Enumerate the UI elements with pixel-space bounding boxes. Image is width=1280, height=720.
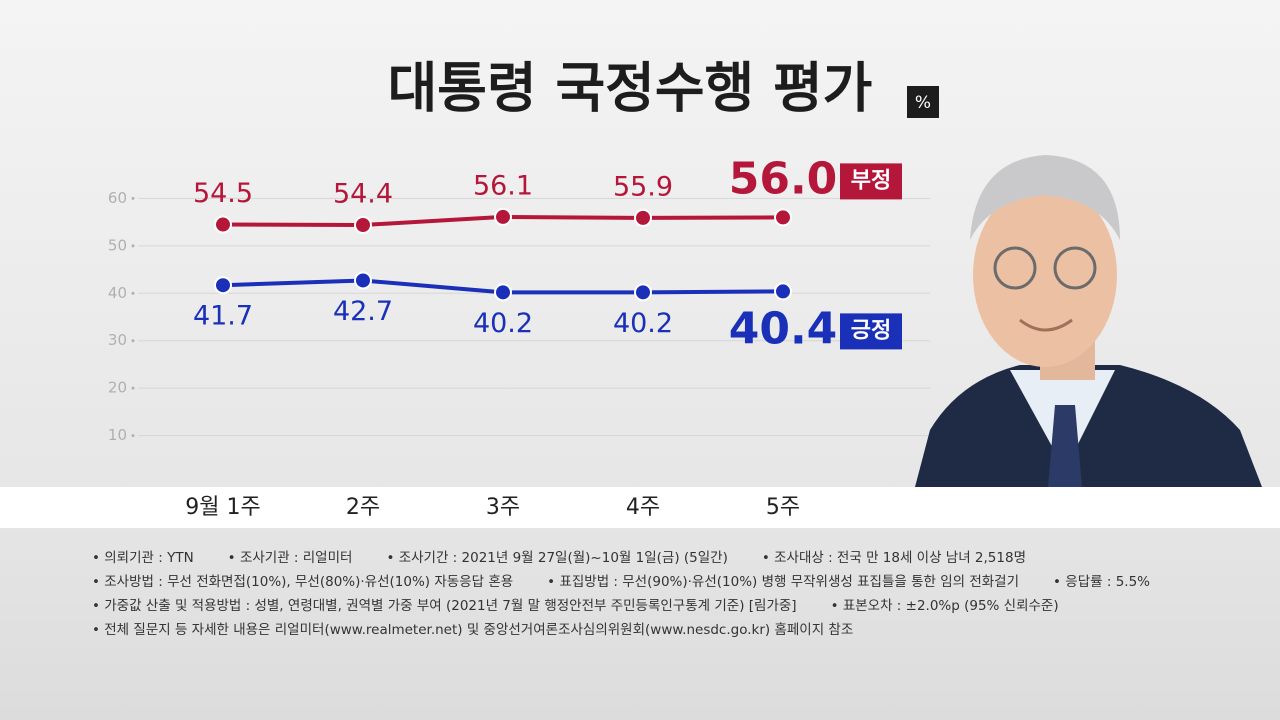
value-label: 56.0: [729, 153, 838, 204]
portrait: [915, 155, 1262, 487]
tick-mark: [131, 386, 135, 390]
tick-mark: [131, 339, 135, 343]
value-label: 40.2: [473, 308, 533, 339]
point: [354, 271, 372, 290]
value-label: 54.4: [333, 178, 393, 209]
note: 표본오차 : ±2.0%p (95% 신뢰수준): [831, 598, 1059, 614]
x-tick-label: 4주: [626, 495, 660, 520]
y-tick-label: 20: [108, 379, 127, 397]
point: [634, 208, 652, 227]
x-tick-label: 3주: [486, 495, 520, 520]
unit-badge: [907, 86, 939, 118]
tick-mark: [131, 244, 135, 248]
legend-badge: [840, 313, 902, 350]
unit-label: %: [915, 93, 931, 113]
note-row: 의뢰기관 : YTN 조사기관 : 리얼미터 조사기간 : 2021년 9월 27일…: [92, 546, 1272, 570]
point: [354, 215, 372, 234]
note-row: 전체 질문지 등 자세한 내용은 리얼미터(www.realmeter.net)…: [92, 618, 1272, 642]
x-tick-label: 5주: [766, 495, 800, 520]
note: 전체 질문지 등 자세한 내용은 리얼미터(www.realmeter.net)…: [92, 622, 853, 638]
notes: 의뢰기관 : YTN 조사기관 : 리얼미터 조사기간 : 2021년 9월 27일…: [92, 546, 1272, 642]
note: 응답률 : 5.5%: [1053, 574, 1150, 590]
note: 조사대상 : 전국 만 18세 이상 남녀 2,518명: [762, 550, 1026, 566]
note-row: 조사방법 : 무선 전화면접(10%), 무선(80%)·유선(10%) 자동응…: [92, 570, 1272, 594]
y-tick-label: 60: [108, 189, 127, 207]
point: [774, 208, 792, 227]
note: 가중값 산출 및 적용방법 : 성별, 연령대별, 권역별 가중 부여 (202…: [92, 598, 797, 614]
legend-badge: [840, 163, 902, 200]
value-label: 54.5: [193, 178, 253, 209]
value-label: 40.4: [729, 303, 838, 354]
value-label: 40.2: [613, 308, 673, 339]
legend-label: 부정: [851, 168, 891, 193]
y-tick-label: 50: [108, 236, 127, 254]
note-row: 가중값 산출 및 적용방법 : 성별, 연령대별, 권역별 가중 부여 (202…: [92, 594, 1272, 618]
value-label: 41.7: [193, 301, 253, 332]
note: 의뢰기관 : YTN: [92, 550, 194, 566]
value-label: 55.9: [613, 171, 673, 202]
note: 조사기간 : 2021년 9월 27일(월)~10월 1일(금) (5일간): [386, 550, 727, 566]
value-label: 56.1: [473, 170, 533, 201]
point: [214, 215, 232, 234]
note: 조사방법 : 무선 전화면접(10%), 무선(80%)·유선(10%) 자동응…: [92, 574, 513, 590]
point: [774, 282, 792, 301]
point: [214, 276, 232, 295]
x-tick-label: 9월 1주: [185, 495, 260, 520]
y-tick-label: 10: [108, 426, 127, 444]
value-label: 42.7: [333, 296, 393, 327]
x-tick-label: 2주: [346, 495, 380, 520]
tick-mark: [131, 291, 135, 295]
axis-band: [0, 487, 1280, 528]
point: [494, 207, 512, 226]
tick-mark: [131, 434, 135, 438]
legend-label: 긍정: [851, 318, 891, 343]
tick-mark: [131, 196, 135, 200]
y-tick-label: 40: [108, 284, 127, 302]
point: [634, 283, 652, 302]
y-tick-label: 30: [108, 331, 127, 349]
point: [494, 283, 512, 302]
note: 조사기관 : 리얼미터: [228, 550, 353, 566]
chart-title: 대통령 국정수행 평가: [388, 57, 873, 120]
note: 표집방법 : 무선(90%)·유선(10%) 병행 무작위생성 표집틀을 통한 …: [547, 574, 1019, 590]
